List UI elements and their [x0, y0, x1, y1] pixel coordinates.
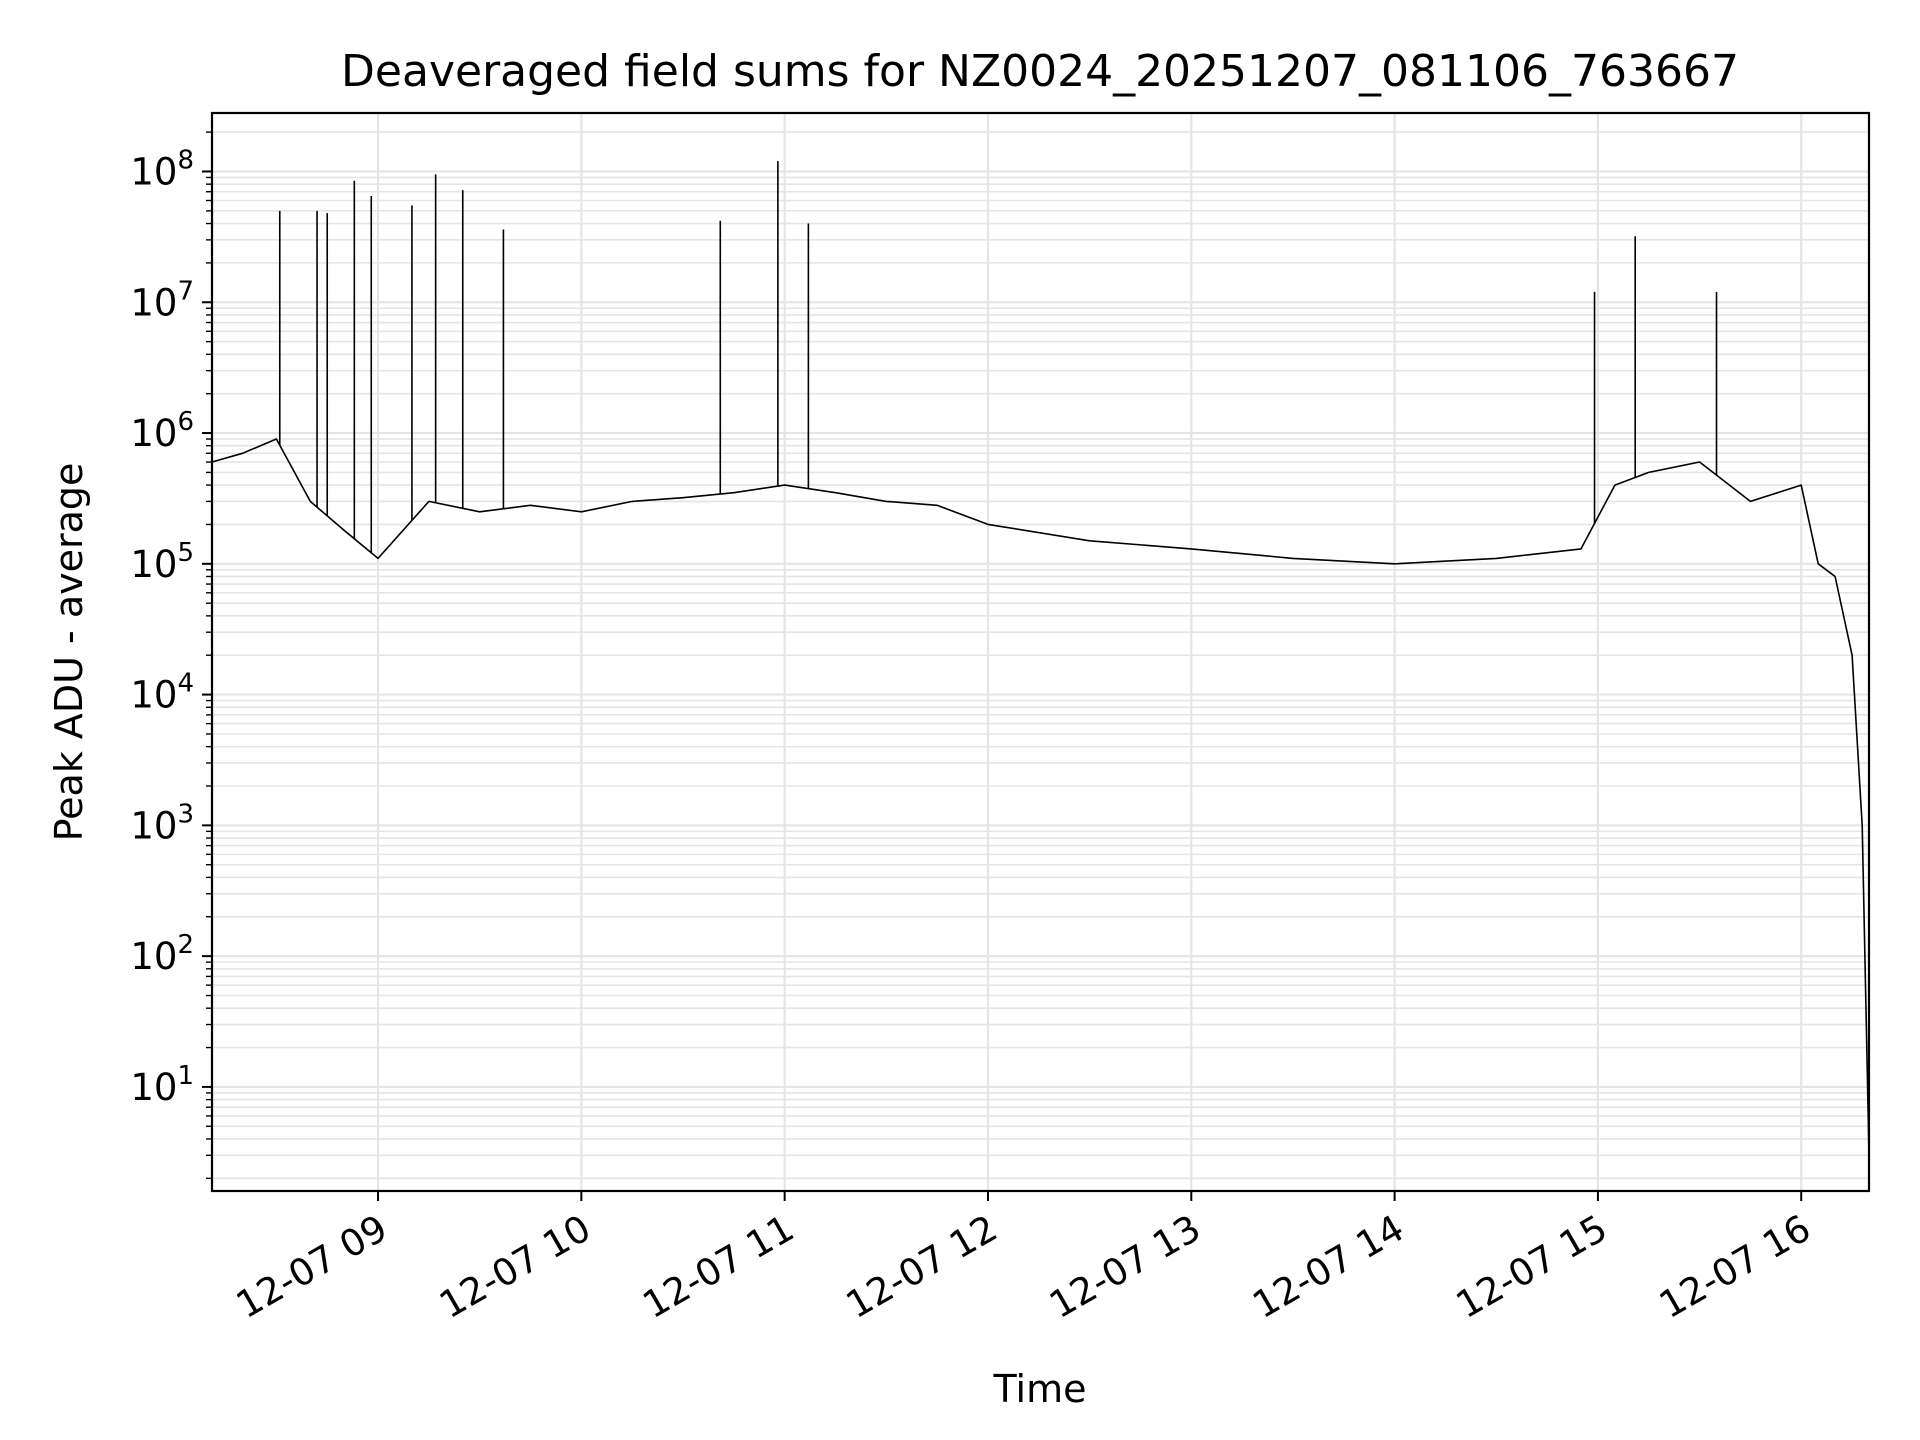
series-layer: [211, 161, 1870, 1156]
y-tick-label: 101: [130, 1061, 194, 1109]
plot-frame: [210, 111, 1871, 1193]
y-tick-label: 104: [130, 669, 194, 717]
y-tick-label: 103: [130, 799, 194, 847]
y-tick-label: 107: [130, 276, 194, 324]
y-axis-label: Peak ADU - average: [47, 463, 91, 842]
series-line: [211, 438, 1870, 1156]
y-tick-label: 108: [130, 145, 194, 193]
y-tick-label: 105: [130, 538, 194, 586]
y-tick-label: 102: [130, 930, 194, 978]
grid: [212, 113, 1869, 1191]
chart-title: Deaveraged field sums for NZ0024_2025120…: [341, 46, 1739, 97]
x-axis-label: Time: [993, 1367, 1087, 1411]
y-tick-label: 106: [130, 407, 194, 455]
